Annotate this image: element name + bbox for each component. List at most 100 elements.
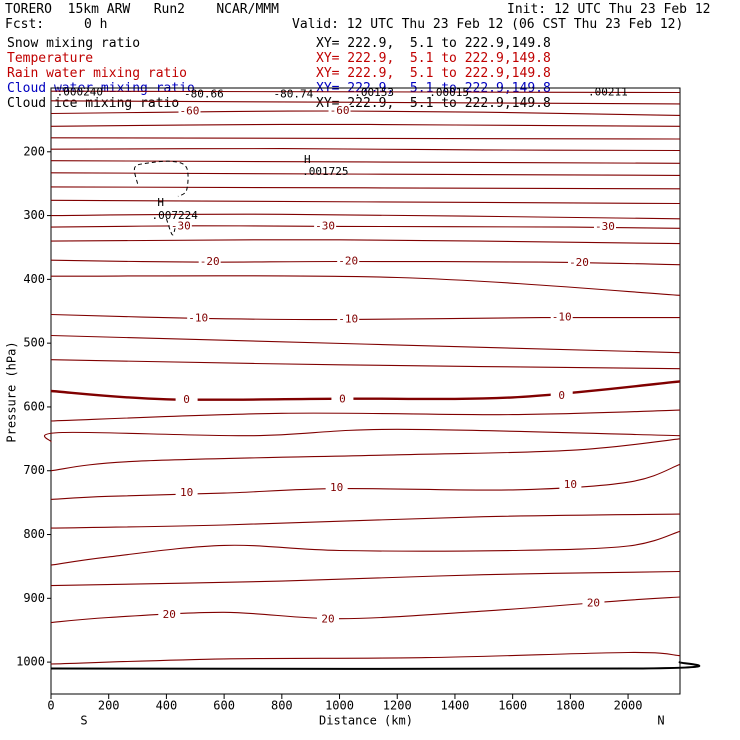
legend-name-rain: Rain water mixing ratio: [7, 66, 188, 81]
contour-label: -10: [552, 311, 572, 324]
contour-label-bg: [337, 255, 360, 268]
contour-label-bg: [178, 105, 201, 118]
contour-label-bg: [337, 313, 360, 326]
temperature-contour: [50, 359, 681, 370]
field-max-marker: H: [304, 153, 311, 166]
legend-xy-rain: XY= 222.9, 5.1 to 222.9,149.8: [316, 66, 551, 81]
y-tick-label: 600: [23, 399, 45, 413]
legend-xy-temperature: XY= 222.9, 5.1 to 222.9,149.8: [316, 51, 551, 66]
contour-label: -10: [338, 313, 358, 326]
temperature-contour: [50, 570, 681, 587]
contour-label-bg: [550, 311, 573, 324]
contour-label-bg: [593, 221, 616, 234]
contour-label-bg: [175, 393, 198, 406]
x-tick-label: 1200: [383, 699, 412, 713]
y-axis-label: Pressure (hPa): [5, 341, 19, 442]
header-fcst-value: 0 h: [84, 17, 108, 32]
contour-label: -20: [200, 255, 220, 268]
legend-xy-snow: XY= 222.9, 5.1 to 222.9,149.8: [316, 36, 551, 51]
temperature-contour: [50, 438, 681, 472]
contour-label: -30: [171, 219, 191, 232]
contour-label: 0: [183, 393, 190, 406]
temperature-contour: [50, 213, 681, 220]
contour-label: -30: [315, 219, 335, 232]
contour-label-bg: [331, 393, 354, 406]
contour-label: -20: [569, 256, 589, 269]
contour-label: -60: [180, 105, 200, 118]
top-field-label: .00211: [588, 85, 628, 98]
header-fcst-label: Fcst:: [5, 17, 45, 32]
contour-label: -20: [338, 255, 358, 268]
temperature-contour: [50, 123, 681, 127]
temperature-contour: [44, 428, 681, 443]
snow-max-marker: H: [157, 196, 164, 209]
temperature-contour: [50, 239, 681, 245]
top-field-label: -80.66: [184, 87, 224, 100]
contour-label: 10: [564, 478, 577, 491]
temperature-contour: [50, 409, 681, 422]
header-valid: Valid: 12 UTC Thu 23 Feb 12 (06 CST Thu …: [292, 17, 684, 32]
temperature-contour: [50, 530, 681, 566]
plot-area: -60 -60 -30 -30 -30 -20 -20 -20 -10 -10 -10 0 0 0 10 10…: [5, 85, 701, 728]
y-tick-label: 700: [23, 463, 45, 477]
y-tick-label: 300: [23, 208, 45, 222]
contour-label-bg: [169, 220, 192, 233]
temperature-contour: [50, 199, 681, 205]
contour-label: -60: [330, 104, 350, 117]
temperature-contour: [50, 513, 681, 529]
header-init: Init: 12 UTC Thu 23 Feb 12: [507, 2, 711, 17]
x-endpoint-south: S: [80, 714, 87, 728]
contour-label: 20: [163, 608, 176, 621]
contour-label: 0: [339, 392, 346, 405]
temperature-contour: [50, 334, 681, 354]
contour-label: 10: [330, 481, 343, 494]
header-model: TORERO 15km ARW Run2 NCAR/MMM: [5, 2, 279, 17]
contour-label-bg: [187, 312, 210, 325]
temperature-contour: [50, 110, 681, 116]
top-field-label: .000240: [57, 85, 103, 98]
x-tick-label: 1000: [325, 699, 354, 713]
x-tick-label: 0: [47, 699, 54, 713]
contour-label-bg: [559, 478, 582, 491]
contour-label-bg: [550, 390, 573, 403]
x-tick-label: 400: [156, 699, 178, 713]
surface-line: [50, 661, 701, 670]
contour-label: 20: [321, 612, 334, 625]
legend-name-snow: Snow mixing ratio: [7, 36, 141, 51]
contour-label-bg: [158, 608, 181, 621]
temperature-contour: [50, 160, 681, 164]
contour-label-bg: [316, 613, 339, 626]
field-max-value: .001725: [302, 165, 348, 178]
y-tick-label: 1000: [16, 655, 45, 669]
contour-label-bg: [314, 220, 337, 233]
snow-max-value: .007224: [151, 209, 198, 222]
contour-label: 10: [180, 486, 193, 499]
temperature-contour: [50, 90, 681, 94]
contour-label: 0: [558, 389, 565, 402]
top-field-label: .00153: [354, 86, 394, 99]
contour-label-bg: [175, 487, 198, 500]
top-field-label: -80.74: [273, 87, 313, 100]
legend-name-temperature: Temperature: [7, 51, 94, 66]
temperature-contour: [50, 172, 681, 176]
temperature-contour: [50, 463, 681, 500]
x-tick-label: 1600: [498, 699, 527, 713]
temperature-contour: [50, 137, 681, 140]
x-tick-label: 800: [271, 699, 293, 713]
x-tick-label: 1800: [556, 699, 585, 713]
contour-label: -30: [595, 220, 615, 233]
temperature-contour: [50, 596, 681, 624]
contour-label: -10: [188, 311, 208, 324]
temperature-contour: [50, 225, 681, 229]
temperature-contour: [50, 651, 681, 665]
y-tick-label: 500: [23, 336, 45, 350]
x-endpoint-north: N: [657, 714, 664, 728]
contour-label-bg: [568, 256, 591, 269]
top-field-label: .00015: [429, 86, 469, 99]
contour-label-bg: [582, 597, 605, 610]
y-tick-label: 200: [23, 144, 45, 158]
y-tick-label: 900: [23, 591, 45, 605]
temperature-contour: [50, 100, 681, 105]
temperature-contour: [50, 380, 681, 402]
